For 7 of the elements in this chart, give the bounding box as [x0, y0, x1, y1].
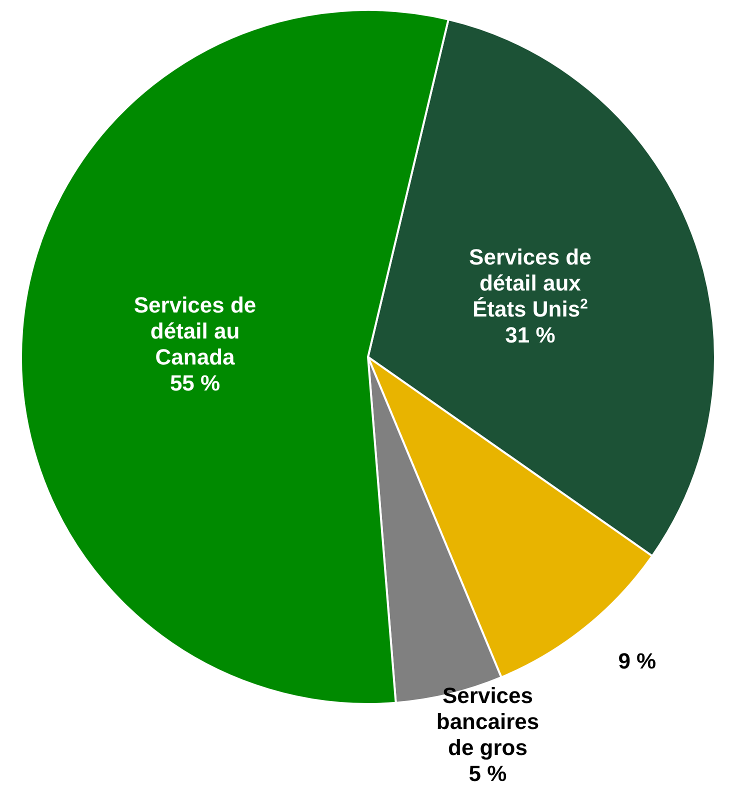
data-label: 5 %	[468, 761, 507, 786]
data-label: 55 %	[170, 370, 220, 396]
data-label: 9 %	[618, 648, 656, 674]
data-label: 31 %	[505, 322, 556, 348]
slice-label: Services de détail aux États Unis$^{2}$	[469, 244, 592, 322]
slice-label: Services bancaires de gros	[436, 683, 540, 760]
slice-label: Services de détail au Canada	[134, 292, 256, 370]
